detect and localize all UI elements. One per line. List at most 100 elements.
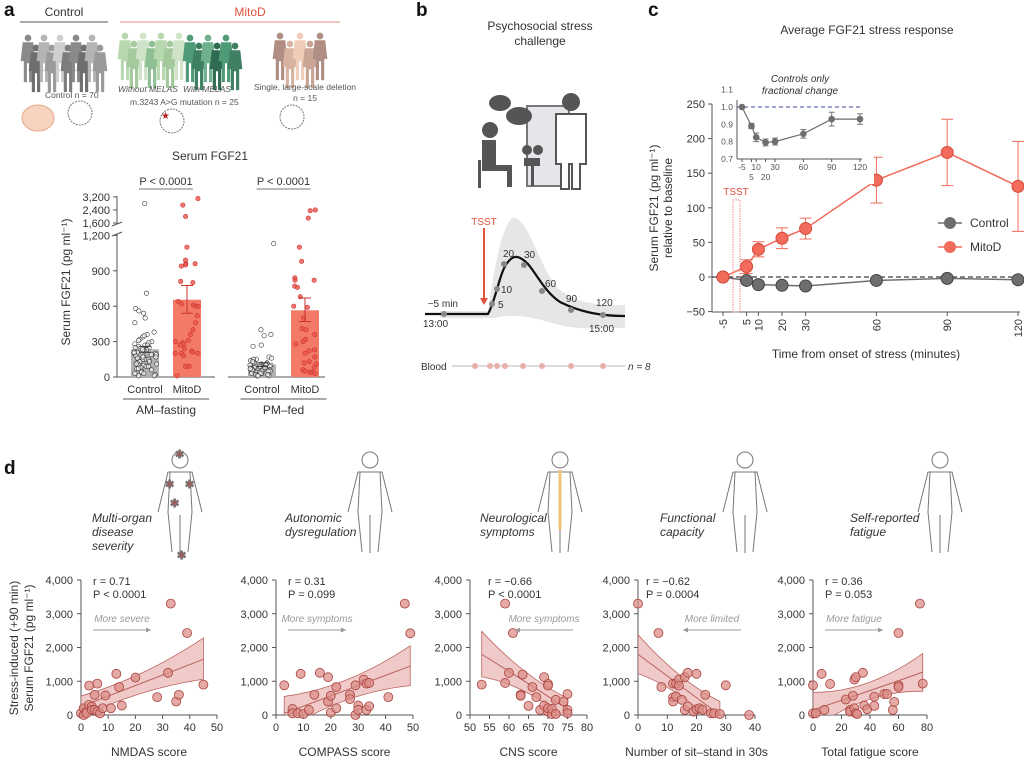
data-point bbox=[810, 708, 821, 719]
mitod-header: MitoD bbox=[234, 5, 266, 19]
bar-chart-ylabel: Serum FGF21 (pg ml⁻¹) bbox=[59, 218, 73, 345]
data-point bbox=[183, 262, 189, 268]
domain-label: capacity bbox=[660, 525, 705, 539]
data-point bbox=[889, 696, 900, 707]
direction-label: More severe bbox=[94, 614, 150, 625]
stress-protocol-diagram: Psychosocial stress challenge TSST −5 mi… bbox=[421, 19, 651, 373]
x-tick-label: 30 bbox=[352, 722, 364, 734]
y-tick-label: 0 bbox=[699, 272, 705, 284]
data-point bbox=[887, 705, 898, 715]
with-melas-label: With MELAS bbox=[183, 84, 231, 94]
x-tick-label: 10 bbox=[661, 722, 673, 734]
timepoint-label: −5 min bbox=[428, 299, 458, 310]
domain-label: Autonomic bbox=[284, 511, 342, 525]
y-tick-label: 4,000 bbox=[777, 575, 805, 587]
y-tick-label: 2,400 bbox=[82, 205, 110, 217]
y-tick-label: 3,000 bbox=[240, 609, 268, 621]
data-point bbox=[175, 298, 181, 304]
x-tick-label: 70 bbox=[542, 722, 554, 734]
control-header: Control bbox=[45, 5, 84, 19]
y-tick-label: 3,000 bbox=[434, 609, 462, 621]
data-point bbox=[869, 273, 883, 287]
line-chart-title: Average FGF21 stress response bbox=[780, 23, 954, 37]
data-point bbox=[279, 680, 290, 691]
y-tick-label: 200 bbox=[687, 134, 705, 146]
data-point bbox=[301, 360, 307, 366]
data-point bbox=[111, 668, 122, 679]
x-tick-label: 60 bbox=[503, 722, 515, 734]
domain-label: disease bbox=[92, 525, 134, 539]
inset-data-point bbox=[752, 133, 760, 141]
data-point bbox=[799, 222, 813, 236]
x-tick-label: 40 bbox=[749, 722, 761, 734]
data-point bbox=[350, 680, 361, 691]
control-caption: Control n = 70 bbox=[45, 90, 99, 100]
data-point bbox=[135, 355, 141, 361]
y-tick-label: 0 bbox=[67, 710, 73, 722]
x-tick-label: 50 bbox=[464, 722, 476, 734]
data-point bbox=[192, 261, 198, 267]
inset-x-tick-label: 60 bbox=[799, 162, 809, 172]
y-tick-label: 100 bbox=[687, 203, 705, 215]
data-point bbox=[258, 327, 264, 333]
y-tick-label: 3,000 bbox=[777, 609, 805, 621]
domain-label: severity bbox=[92, 539, 134, 553]
data-point bbox=[261, 333, 267, 339]
data-point bbox=[1011, 179, 1024, 193]
data-point bbox=[914, 598, 925, 609]
fgf21-stress-response-chart: Average FGF21 stress response Time from … bbox=[647, 23, 1024, 361]
panel-label-a: a bbox=[4, 0, 15, 21]
panel-label-b: b bbox=[416, 0, 428, 21]
blood-draw-marker bbox=[539, 363, 545, 369]
inset-x-tick-label: 30 bbox=[770, 162, 780, 172]
tsst-scene-illustration bbox=[478, 93, 587, 190]
data-point bbox=[364, 701, 375, 712]
inset-x-tick-label: 20 bbox=[761, 172, 771, 182]
x-axis-label: Total fatigue score bbox=[821, 745, 919, 759]
person-silhouette bbox=[292, 32, 308, 81]
person-silhouette bbox=[227, 42, 243, 91]
data-point bbox=[653, 628, 664, 638]
stress-response-band bbox=[440, 217, 625, 329]
data-point bbox=[314, 667, 325, 678]
y-tick-label: 1,000 bbox=[434, 676, 462, 688]
x-tick-label: 30 bbox=[720, 722, 732, 734]
inset-x-tick-label: -5 bbox=[738, 162, 746, 172]
x-axis-label: NMDAS score bbox=[111, 745, 187, 759]
data-point bbox=[183, 213, 189, 219]
error-bar bbox=[181, 285, 193, 314]
correlation-panels: Stress-induced (+90 min) Serum FGF21 (pg… bbox=[7, 449, 963, 759]
p-value: P < 0.0001 bbox=[93, 589, 146, 601]
data-point bbox=[775, 231, 789, 245]
body-figure-icon bbox=[347, 451, 393, 553]
deletion-n: n = 15 bbox=[293, 93, 317, 103]
organ-star-icon: ✱ bbox=[185, 479, 194, 491]
data-point bbox=[140, 347, 146, 353]
data-point bbox=[331, 703, 342, 714]
legend-label: MitoD bbox=[970, 240, 1002, 254]
timepoint-label: 20 bbox=[503, 249, 515, 260]
y-tick-label: 0 bbox=[624, 710, 630, 722]
data-point bbox=[247, 366, 253, 372]
blood-draw-marker bbox=[520, 363, 526, 369]
organ-star-icon: ✱ bbox=[170, 498, 179, 510]
y-tick-label: 900 bbox=[92, 266, 110, 278]
data-point bbox=[177, 342, 183, 348]
domain-label: Multi-organ bbox=[92, 511, 152, 525]
serum-fgf21-bar-chart: Serum FGF21 Serum FGF21 (pg ml⁻¹) 0 300 60… bbox=[59, 149, 327, 417]
group-label: AM–fasting bbox=[136, 403, 196, 417]
data-point bbox=[751, 278, 765, 292]
y-tick-label: 2,000 bbox=[777, 643, 805, 655]
x-tick-label: 30 bbox=[156, 722, 168, 734]
scatter-ylabel-line2: Serum FGF21 (pg ml⁻¹) bbox=[22, 584, 36, 711]
data-point bbox=[303, 327, 309, 333]
data-point bbox=[131, 349, 137, 355]
legend-item-control: Control bbox=[938, 216, 1009, 230]
data-point bbox=[136, 308, 142, 314]
x-tick-label: 40 bbox=[864, 722, 876, 734]
body-figure-icon bbox=[917, 451, 963, 553]
data-point bbox=[133, 361, 139, 367]
data-point bbox=[299, 258, 305, 264]
person-silhouette bbox=[44, 44, 60, 93]
